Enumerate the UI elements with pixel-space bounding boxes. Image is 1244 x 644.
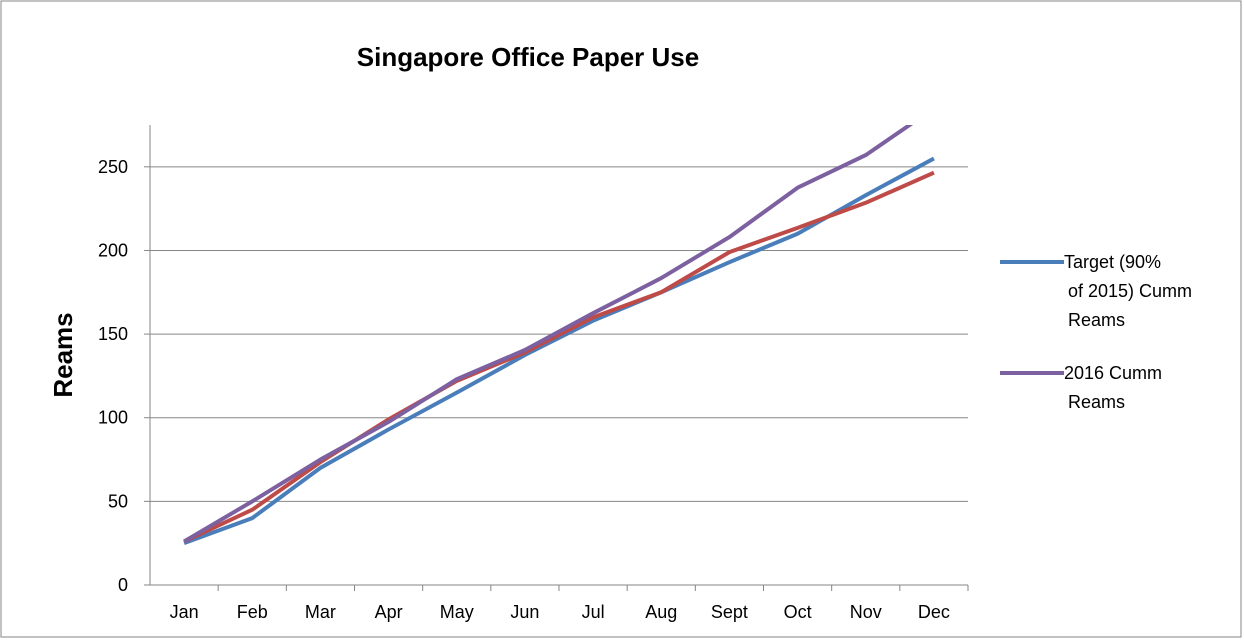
line-series	[183, 125, 914, 544]
x-tick-label: Feb	[237, 602, 268, 622]
y-tick-label: 0	[118, 575, 128, 595]
x-tick-label: Nov	[850, 602, 882, 622]
x-tick-label: Dec	[918, 602, 950, 622]
x-tick-label: May	[440, 602, 474, 622]
y-tick-label: 100	[98, 408, 128, 428]
x-tick-label: Mar	[305, 602, 336, 622]
x-tick-label: Oct	[784, 602, 812, 622]
y-tick-label: 200	[98, 240, 128, 260]
y-tick-label: 50	[108, 491, 128, 511]
y-tick-label: 150	[98, 324, 128, 344]
x-tick-label: Apr	[375, 602, 403, 622]
legend-label: Target (90% of 2015) Cumm Reams	[1064, 252, 1192, 330]
line-series	[183, 156, 935, 546]
legend-label: 2016 Cumm Reams	[1064, 363, 1162, 412]
x-tick-label: Jan	[170, 602, 199, 622]
x-tick-label: Jun	[510, 602, 539, 622]
x-tick-label: Sept	[711, 602, 748, 622]
x-tick-label: Jul	[582, 602, 605, 622]
y-axis-label: Reams	[48, 312, 78, 397]
chart-title: Singapore Office Paper Use	[357, 42, 699, 72]
line-series	[183, 170, 935, 544]
y-tick-label: 250	[98, 157, 128, 177]
x-tick-label: Aug	[645, 602, 677, 622]
